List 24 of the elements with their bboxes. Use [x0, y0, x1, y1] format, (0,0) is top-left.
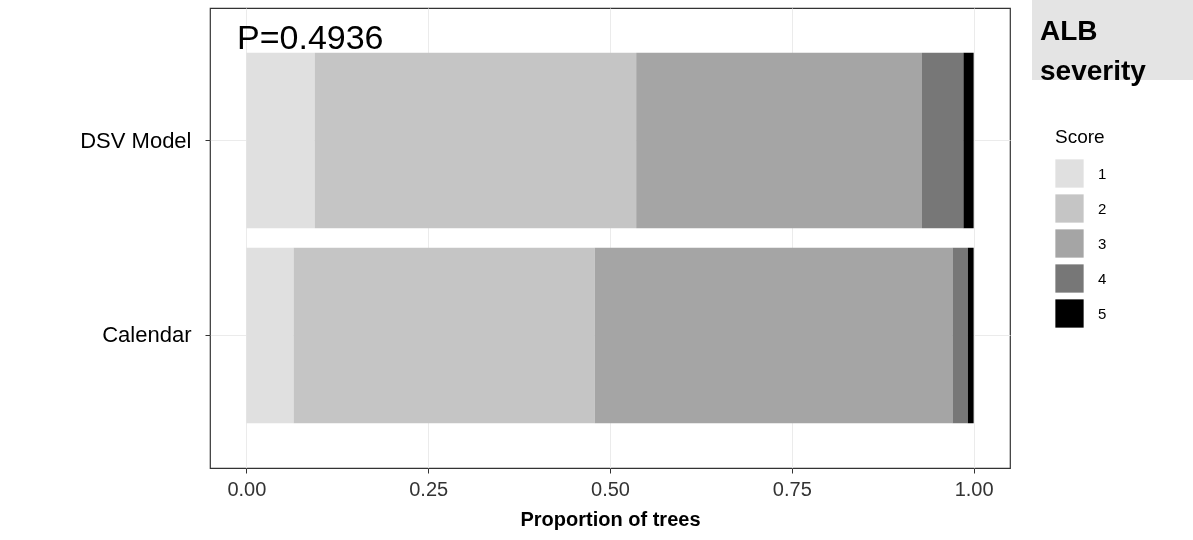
- x-tick-label: 0.75: [772, 477, 812, 500]
- bar: [636, 52, 922, 229]
- x-axis-title: Proportion of trees: [520, 507, 701, 530]
- bar: [922, 52, 964, 229]
- legend-label: 1: [1098, 164, 1107, 182]
- y-tick-label: DSV Model: [80, 127, 192, 153]
- bar: [952, 247, 968, 424]
- x-tick-label: 0.25: [409, 477, 449, 500]
- x-tick-label: 0.00: [227, 477, 267, 500]
- x-tick-label: 0.50: [591, 477, 630, 500]
- bar: [967, 247, 974, 424]
- bar: [594, 247, 953, 424]
- bar: [314, 52, 637, 229]
- y-tick-label: Calendar: [102, 322, 192, 348]
- legend-title: Score: [1055, 126, 1105, 147]
- legend-label: 4: [1098, 269, 1107, 287]
- legend-label: 5: [1098, 304, 1107, 322]
- legend-label: 2: [1098, 199, 1107, 217]
- bar: [293, 247, 595, 424]
- bar: [963, 52, 974, 229]
- text: ALB severity: [1040, 15, 1147, 86]
- annotation: P=0.4936: [237, 18, 384, 56]
- x-tick-label: 1.00: [954, 477, 994, 500]
- legend-label: 3: [1098, 234, 1107, 252]
